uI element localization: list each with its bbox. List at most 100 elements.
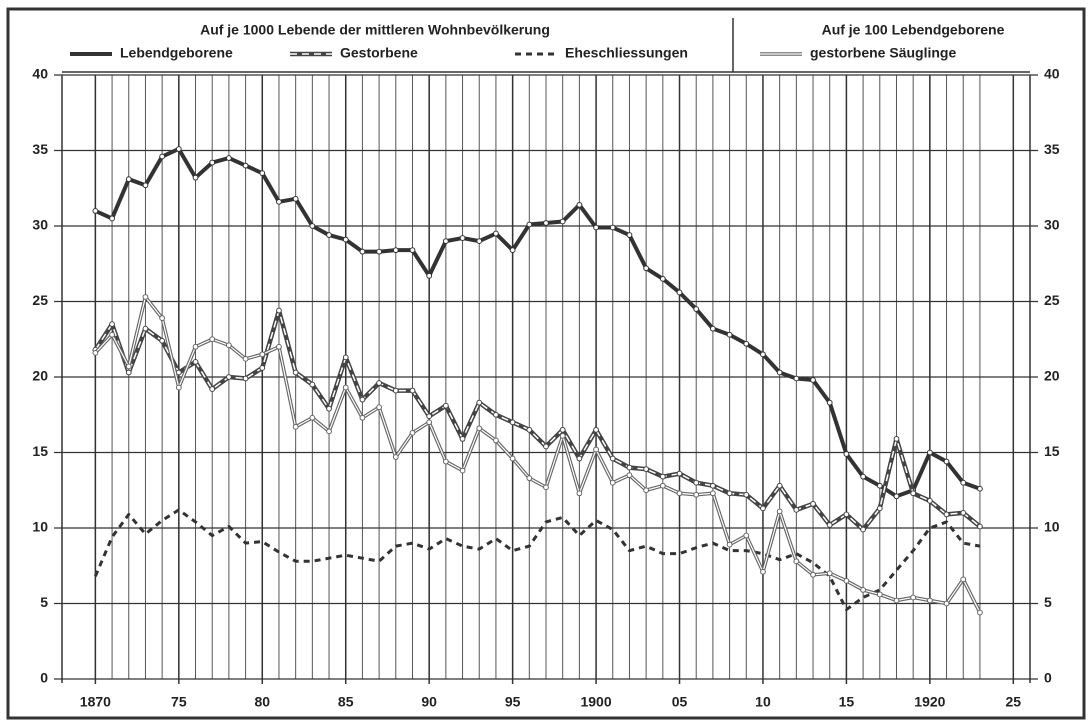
point [159,337,166,344]
series-line [94,146,981,499]
point [326,405,332,412]
point [643,466,650,473]
point [643,487,650,494]
point [292,195,299,202]
point [442,458,449,465]
point [943,458,950,465]
point [693,306,700,312]
point [709,490,716,497]
point [159,153,166,160]
point [926,597,933,604]
point [609,455,616,462]
point [977,523,983,530]
point [643,265,650,272]
point [793,506,800,513]
point [526,221,533,228]
point [309,223,316,229]
point [276,307,282,314]
point [977,609,983,616]
point [409,387,416,394]
point [960,576,967,583]
x-tick-label: 10 [755,694,771,710]
point [459,436,466,442]
point [476,399,483,406]
point [943,600,950,607]
point [709,325,716,332]
point [242,162,249,169]
legend-label: Gestorbene [340,45,418,61]
point [659,275,666,282]
point [476,425,483,432]
x-tick-label: 85 [338,694,354,710]
point [977,485,983,492]
point [626,472,633,479]
point [409,429,416,436]
point [409,247,416,254]
point [175,146,182,152]
point [876,482,883,489]
point [309,414,316,421]
y-tick-label-right: 15 [1044,443,1060,459]
point [910,594,917,601]
point [709,482,716,489]
y-tick-label: 25 [32,292,48,308]
point [426,413,433,420]
point [192,359,199,365]
point [459,467,466,474]
y-tick-label-right: 10 [1044,519,1060,535]
point [726,541,733,548]
point [776,369,783,376]
point [125,363,132,370]
point [843,451,850,457]
point [109,215,115,222]
point [743,532,750,539]
point [926,497,933,504]
point [476,238,483,245]
point [576,455,583,462]
point [893,436,900,442]
point [760,351,766,358]
x-tick-label: 1900 [580,694,611,710]
point [609,479,616,486]
point [359,248,366,255]
point [743,491,750,498]
point [543,484,549,491]
point [109,331,115,338]
point [276,343,282,350]
point [943,511,950,518]
point [392,247,399,254]
point [726,490,733,497]
point [526,475,533,482]
x-tick-label: 80 [254,694,270,710]
point [376,248,383,255]
point [776,508,783,515]
y-tick-label: 20 [32,368,48,384]
y-tick-label: 40 [32,66,48,82]
point [893,597,900,604]
point [793,375,800,382]
point [810,500,816,507]
point [92,208,99,214]
point [142,325,149,332]
point [726,331,733,338]
point [593,426,599,433]
point [493,230,499,237]
point [493,437,499,444]
y-tick-label: 5 [40,594,48,610]
point [376,404,383,411]
point [342,354,349,361]
point [276,198,282,205]
point [659,473,666,480]
point [426,419,433,426]
point [225,342,232,349]
point [109,321,115,328]
point [826,399,833,406]
legend-label: Eheschliessungen [565,45,688,61]
point [259,365,266,371]
point [576,201,583,208]
point [960,479,967,486]
point [693,479,700,486]
series-line [94,296,981,613]
point [559,426,566,433]
point [776,482,783,489]
